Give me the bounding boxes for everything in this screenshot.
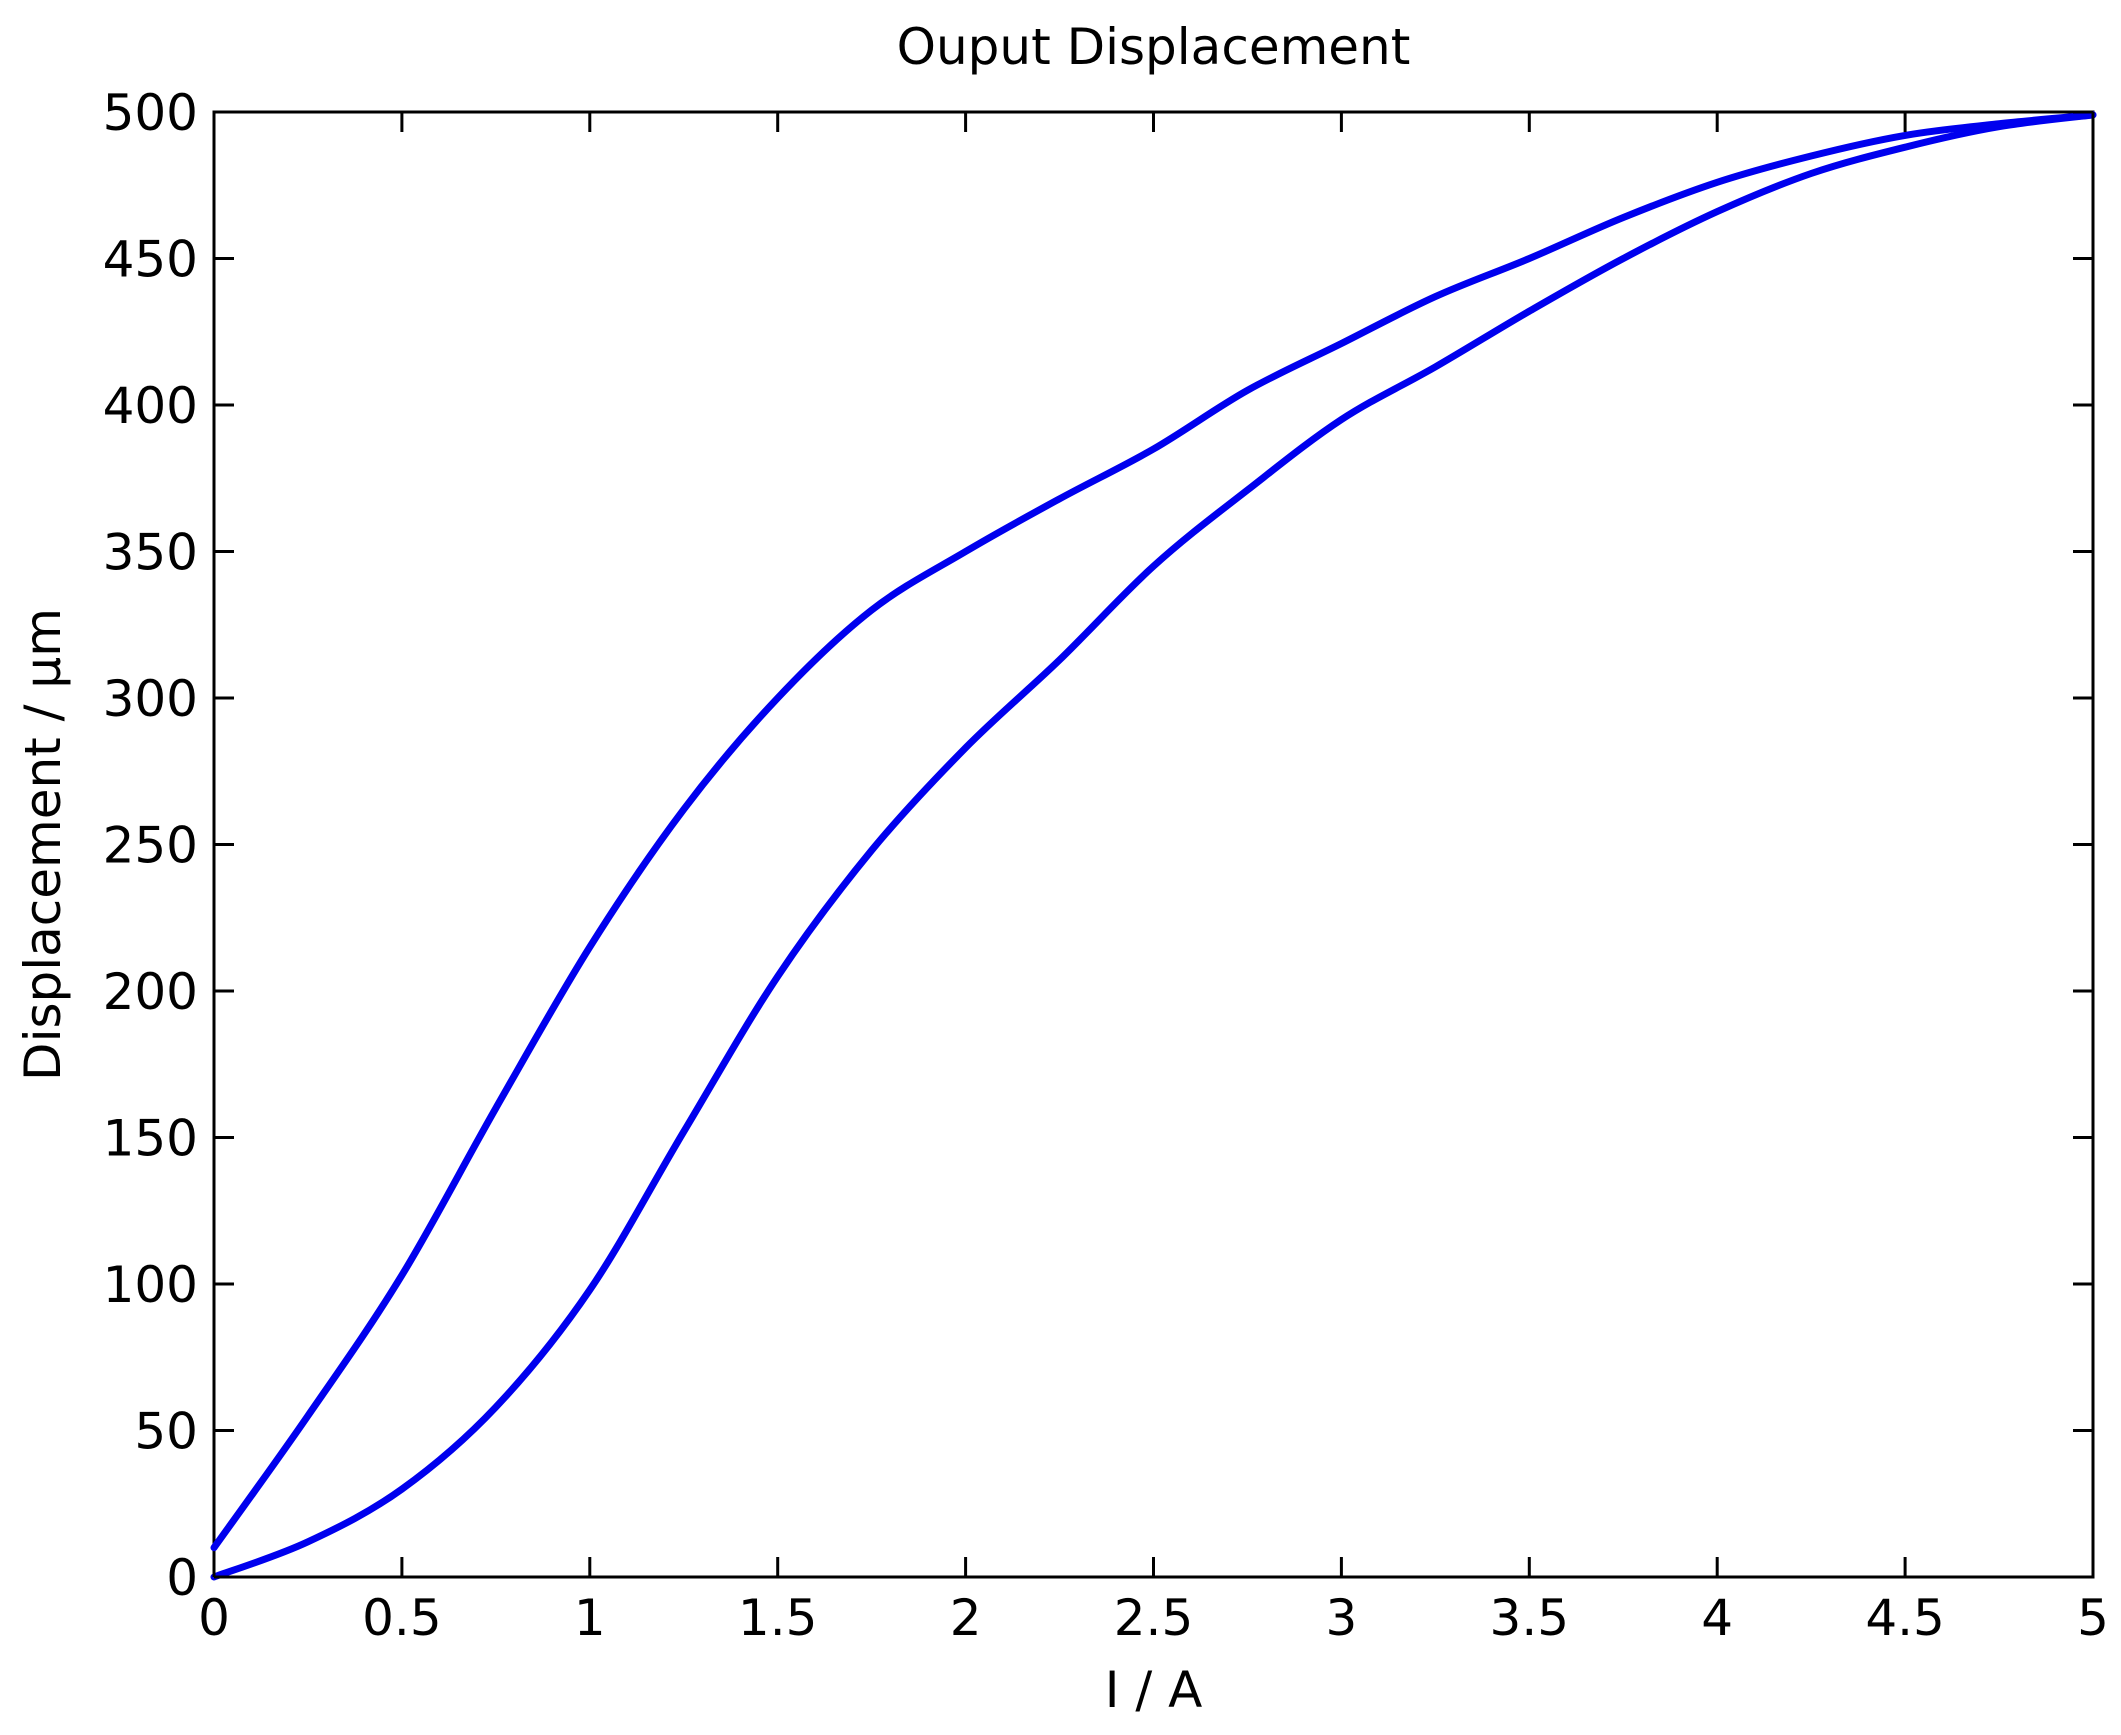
chart-title: Ouput Displacement	[897, 18, 1411, 76]
x-tick-label: 2.5	[1114, 1589, 1194, 1647]
plot-area	[212, 110, 2095, 1579]
y-tick-label: 400	[103, 377, 198, 435]
y-axis: 0 50 100 150 200 250 300 350 400 450 500	[103, 84, 2093, 1607]
x-tick-label: 1	[574, 1589, 606, 1647]
x-tick-label: 2	[950, 1589, 982, 1647]
y-tick-label: 250	[103, 817, 198, 875]
series-line-2	[210, 111, 2097, 1581]
x-axis: 0 0.5 1 1.5 2 2.5 3 3.5 4 4.5 5	[198, 112, 2109, 1647]
series-group	[210, 111, 2097, 1581]
y-tick-label: 50	[134, 1403, 198, 1461]
series-line-1	[210, 111, 2097, 1552]
x-tick-label: 0.5	[362, 1589, 442, 1647]
x-axis-label: I / A	[1105, 1661, 1203, 1719]
y-tick-label: 150	[103, 1110, 198, 1168]
y-axis-label: Displacement / μm	[14, 608, 72, 1081]
y-tick-label: 200	[103, 963, 198, 1021]
x-tick-label: 3	[1325, 1589, 1357, 1647]
x-tick-label: 4.5	[1865, 1589, 1945, 1647]
x-tick-label: 4	[1701, 1589, 1733, 1647]
y-tick-label: 500	[103, 84, 198, 142]
x-tick-label: 3.5	[1490, 1589, 1570, 1647]
x-tick-label: 0	[198, 1589, 230, 1647]
x-tick-label: 1.5	[738, 1589, 818, 1647]
y-tick-label: 300	[103, 670, 198, 728]
y-tick-label: 100	[103, 1256, 198, 1314]
y-tick-label: 450	[103, 231, 198, 289]
y-tick-label: 0	[166, 1549, 198, 1607]
y-tick-label: 350	[103, 524, 198, 582]
x-tick-label: 5	[2077, 1589, 2109, 1647]
